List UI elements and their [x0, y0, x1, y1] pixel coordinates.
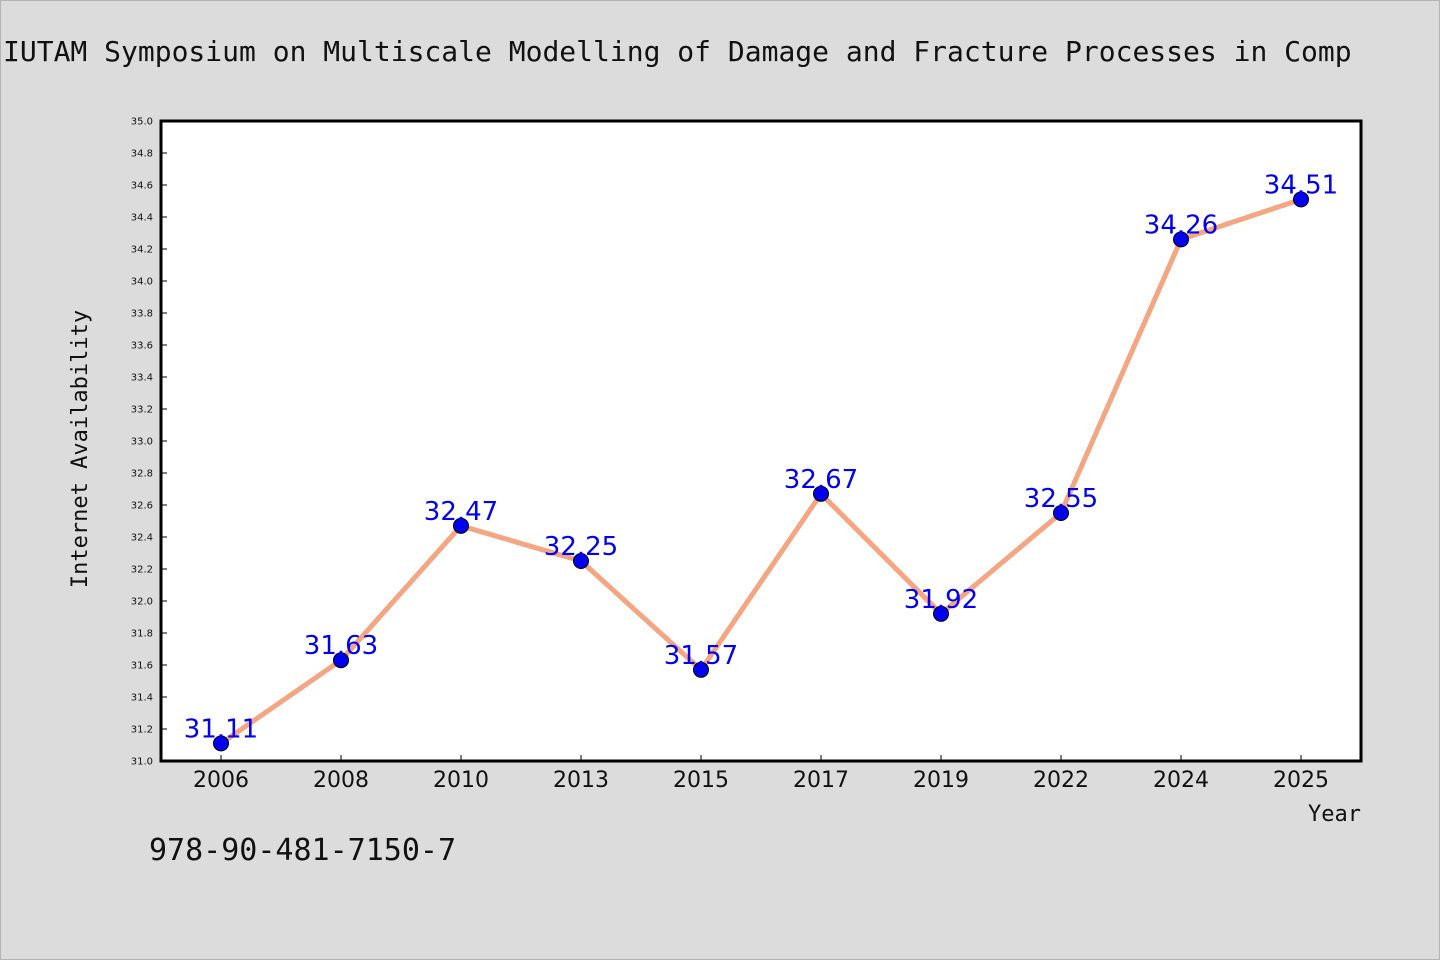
x-tick-label: 2006 [193, 768, 249, 793]
plot-frame [159, 119, 1363, 763]
data-labels: 31.11 31.63 32.47 32.25 31.57 32.67 31.92 32.55… [184, 170, 1338, 744]
y-tick-label: 31.0 [131, 757, 153, 768]
y-tick-label: 31.4 [131, 693, 153, 704]
x-tick-label: 2024 [1153, 768, 1209, 793]
data-point [453, 517, 469, 534]
x-tick-label: 2013 [553, 768, 609, 793]
y-tick-label: 31.8 [131, 629, 153, 640]
y-tick-label: 32.6 [131, 501, 153, 512]
x-tick-label: 2019 [913, 768, 969, 793]
x-axis: 2006 2008 2010 2013 2015 2017 2019 2022 2024 2025 [193, 755, 1329, 793]
y-tick-label: 35.0 [131, 117, 153, 128]
y-tick-label: 33.6 [131, 341, 153, 352]
x-axis-label: Year [1308, 802, 1361, 827]
y-tick-label: 34.2 [131, 245, 153, 256]
data-point [813, 485, 829, 502]
y-tick-label: 32.8 [131, 469, 153, 480]
x-tick-label: 2015 [673, 768, 729, 793]
data-label: 34.26 [1144, 210, 1218, 240]
isbn-label: 978-90-481-7150-7 [149, 833, 457, 868]
x-tick-label: 2010 [433, 768, 489, 793]
x-tick-label: 2008 [313, 768, 369, 793]
data-label: 31.63 [304, 631, 378, 661]
y-tick-label: 31.6 [131, 661, 153, 672]
data-label: 31.92 [904, 585, 978, 615]
y-tick-label: 33.2 [131, 405, 153, 416]
data-point [693, 661, 709, 678]
data-label: 32.67 [784, 465, 858, 495]
data-point [1173, 231, 1189, 248]
data-point [933, 605, 949, 622]
plot-area [161, 121, 1361, 761]
x-tick-label: 2025 [1273, 768, 1329, 793]
y-tick-label: 33.0 [131, 437, 153, 448]
data-label: 32.25 [544, 532, 618, 562]
x-tick-label: 2017 [793, 768, 849, 793]
data-label: 34.51 [1264, 170, 1338, 200]
y-axis-label: Internet Availability [68, 310, 93, 588]
data-point [213, 735, 229, 752]
y-tick-label: 32.2 [131, 565, 153, 576]
y-axis: 31.0 31.2 31.4 31.6 31.8 32.0 32.2 32.4 32.6 32.8… [131, 117, 167, 768]
y-tick-label: 34.0 [131, 277, 153, 288]
y-tick-label: 32.4 [131, 533, 153, 544]
y-tick-label: 31.2 [131, 725, 153, 736]
data-point [333, 652, 349, 669]
data-label: 32.55 [1024, 484, 1098, 514]
data-label: 32.47 [424, 497, 498, 527]
y-tick-label: 34.4 [131, 213, 153, 224]
data-point [1053, 505, 1069, 521]
data-point [1293, 191, 1309, 208]
y-tick-label: 33.8 [131, 309, 153, 320]
y-tick-label: 34.6 [131, 181, 153, 192]
y-tick-label: 32.0 [131, 597, 153, 608]
series-line [218, 196, 1304, 746]
data-label: 31.11 [184, 714, 258, 744]
x-tick-label: 2022 [1033, 768, 1089, 793]
y-tick-label: 34.8 [131, 149, 153, 160]
y-tick-label: 33.4 [131, 373, 153, 384]
data-points [213, 191, 1309, 752]
data-point [573, 553, 589, 569]
data-label: 31.57 [664, 641, 738, 671]
chart-title: IUTAM Symposium on Multiscale Modelling … [3, 35, 1352, 68]
